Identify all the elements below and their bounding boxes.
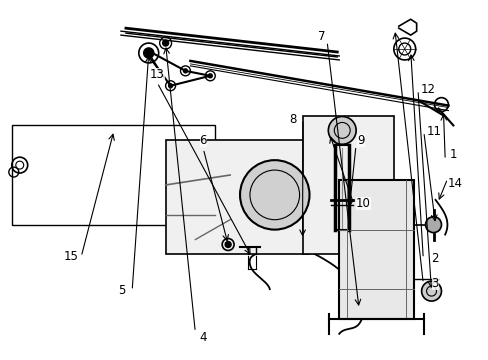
Circle shape bbox=[240, 160, 309, 230]
Text: 9: 9 bbox=[356, 134, 364, 147]
Circle shape bbox=[143, 48, 153, 58]
Text: 6: 6 bbox=[199, 134, 206, 147]
Text: 14: 14 bbox=[447, 177, 462, 190]
Text: 15: 15 bbox=[64, 250, 79, 263]
Text: 8: 8 bbox=[289, 113, 296, 126]
Bar bbox=[12, 125, 215, 225]
Text: 7: 7 bbox=[318, 30, 325, 43]
Circle shape bbox=[327, 117, 355, 144]
Text: 3: 3 bbox=[430, 277, 438, 290]
Text: 12: 12 bbox=[420, 84, 434, 96]
Circle shape bbox=[224, 242, 231, 247]
Bar bbox=[339, 180, 413, 319]
Text: 4: 4 bbox=[199, 331, 206, 344]
Text: 2: 2 bbox=[430, 252, 438, 265]
Circle shape bbox=[421, 281, 441, 301]
Circle shape bbox=[208, 74, 212, 78]
Circle shape bbox=[425, 217, 441, 233]
Circle shape bbox=[183, 69, 187, 73]
Text: 5: 5 bbox=[118, 284, 125, 297]
Bar bbox=[302, 116, 393, 255]
Text: 11: 11 bbox=[426, 125, 440, 138]
Text: 1: 1 bbox=[448, 148, 456, 162]
Bar bbox=[165, 140, 309, 255]
Circle shape bbox=[168, 84, 172, 88]
Circle shape bbox=[163, 40, 168, 46]
Text: 13: 13 bbox=[149, 68, 164, 81]
Text: 10: 10 bbox=[355, 197, 370, 210]
